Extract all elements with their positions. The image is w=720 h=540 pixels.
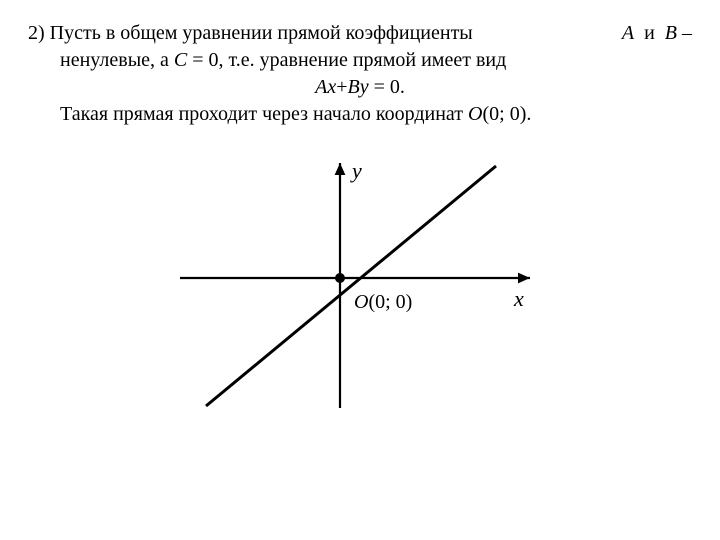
paragraph-line-2: ненулевые, а C = 0, т.е. уравнение прямо… xyxy=(28,47,692,74)
eq-Ax: Ax xyxy=(315,76,336,98)
line1-right: A и B – xyxy=(612,20,692,47)
dash: – xyxy=(682,22,692,44)
coeff-C: C xyxy=(174,49,187,71)
line3-a: Такая прямая проходит через начало коорд… xyxy=(60,103,468,125)
line2-a: ненулевые, а xyxy=(60,49,174,71)
paragraph-line-1: 2) Пусть в общем уравнении прямой коэффи… xyxy=(28,20,692,47)
text-content: 2) Пусть в общем уравнении прямой коэффи… xyxy=(28,20,692,128)
coeff-A: A xyxy=(622,22,634,44)
origin-O: O xyxy=(468,103,482,125)
eq-eq: = 0. xyxy=(369,76,405,98)
diagram-svg: y x O(0; 0) xyxy=(170,148,550,428)
paragraph-line-3: Такая прямая проходит через начало коорд… xyxy=(28,101,692,128)
eq-By: By xyxy=(348,76,369,98)
line3-b: (0; 0). xyxy=(482,103,531,125)
and: и xyxy=(644,22,655,44)
svg-text:x: x xyxy=(513,286,524,311)
diagram-container: y x O(0; 0) xyxy=(28,148,692,428)
eq-plus: + xyxy=(336,76,347,98)
coeff-B: B xyxy=(665,22,677,44)
line1-left: 2) Пусть в общем уравнении прямой коэффи… xyxy=(28,20,473,47)
equation: Ax+By = 0. xyxy=(28,74,692,101)
svg-text:O(0; 0): O(0; 0) xyxy=(354,291,412,313)
svg-text:y: y xyxy=(350,158,362,183)
line2-b: = 0, т.е. уравнение прямой имеет вид xyxy=(187,49,506,71)
